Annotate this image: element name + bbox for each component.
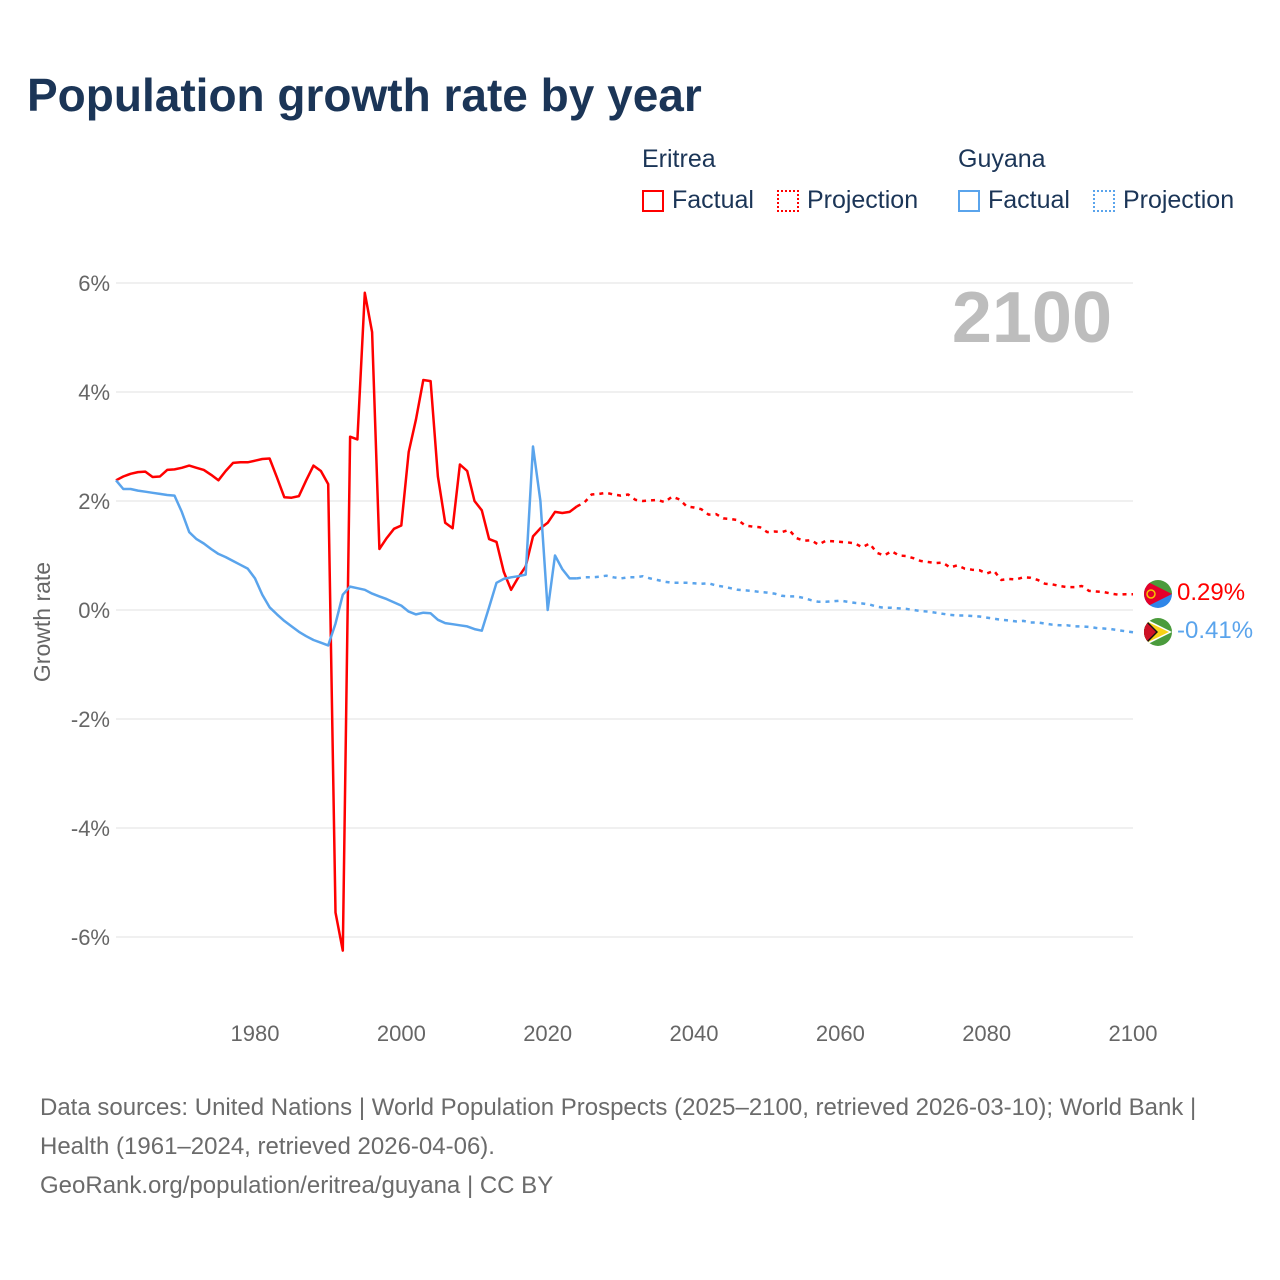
legend-guyana-projection[interactable]: Projection bbox=[1092, 186, 1235, 215]
x-tick-label: 2000 bbox=[377, 1021, 426, 1046]
eritrea-flag-icon bbox=[1144, 580, 1172, 608]
legend-group-guyana: Guyana Factual Projection bbox=[958, 145, 1234, 219]
y-tick-label: 4% bbox=[78, 380, 110, 405]
legend-eritrea-factual[interactable]: Factual bbox=[642, 186, 754, 215]
guyana-projection-line bbox=[576, 574, 1134, 634]
chart-title: Population growth rate by year bbox=[27, 69, 702, 121]
legend-label: Factual bbox=[988, 186, 1070, 214]
legend-swatch-dotted bbox=[776, 189, 799, 212]
guyana-flag-icon bbox=[1144, 618, 1172, 646]
y-tick-label: -4% bbox=[71, 816, 110, 841]
x-tick-label: 2020 bbox=[523, 1021, 572, 1046]
legend-label: Projection bbox=[1122, 186, 1235, 214]
x-tick-label: 1980 bbox=[231, 1021, 280, 1046]
series-lines bbox=[115, 291, 1134, 952]
eritrea-factual-line bbox=[115, 291, 578, 952]
y-axis-ticks: 6% 4% 2% 0% -2% -4% -6% bbox=[71, 271, 110, 950]
legend-group-name: Eritrea bbox=[642, 145, 716, 173]
guyana-factual-line bbox=[115, 445, 577, 647]
legend-swatch-solid bbox=[958, 189, 980, 212]
legend-label: Factual bbox=[672, 186, 754, 214]
eritrea-projection-line bbox=[576, 491, 1133, 596]
legend-swatch-solid bbox=[642, 189, 664, 212]
eritrea-end-value: 0.29% bbox=[1177, 579, 1245, 606]
legend-swatch-dotted bbox=[1092, 189, 1115, 212]
x-tick-label: 2100 bbox=[1109, 1021, 1158, 1046]
attribution-link[interactable]: GeoRank.org/population/eritrea/guyana | … bbox=[40, 1172, 554, 1199]
legend-group-name: Guyana bbox=[958, 145, 1046, 173]
current-year-label: 2100 bbox=[952, 278, 1112, 358]
x-tick-label: 2060 bbox=[816, 1021, 865, 1046]
x-tick-label: 2040 bbox=[670, 1021, 719, 1046]
x-tick-label: 2080 bbox=[962, 1021, 1011, 1046]
grid-lines bbox=[116, 282, 1133, 938]
data-sources-text: Data sources: United Nations | World Pop… bbox=[40, 1094, 1197, 1160]
y-tick-label: 6% bbox=[78, 271, 110, 296]
legend-guyana-factual[interactable]: Factual bbox=[958, 186, 1070, 215]
legend-group-eritrea: Eritrea Factual Projection bbox=[642, 145, 934, 219]
y-tick-label: 2% bbox=[78, 489, 110, 514]
x-axis-ticks: 1980 2000 2020 2040 2060 2080 2100 bbox=[231, 1021, 1158, 1046]
y-axis-label: Growth rate bbox=[29, 562, 55, 682]
footer: Data sources: United Nations | World Pop… bbox=[40, 1088, 1240, 1205]
legend-label: Projection bbox=[806, 186, 919, 214]
y-tick-label: -6% bbox=[71, 925, 110, 950]
legend-eritrea-projection[interactable]: Projection bbox=[776, 186, 919, 215]
y-tick-label: 0% bbox=[78, 598, 110, 623]
y-tick-label: -2% bbox=[71, 707, 110, 732]
guyana-end-value: -0.41% bbox=[1177, 617, 1253, 644]
